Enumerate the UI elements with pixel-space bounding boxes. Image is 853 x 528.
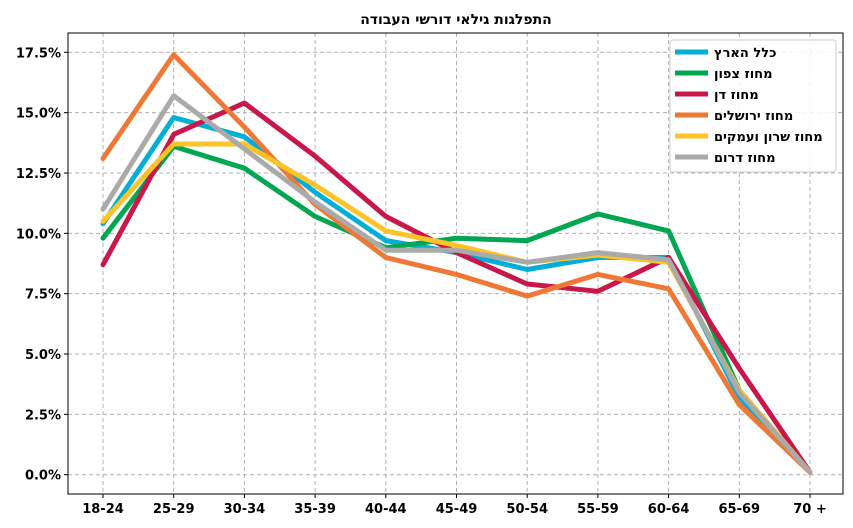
legend-label: מחוז צפון [714, 67, 773, 82]
x-tick-label: 45-49 [436, 502, 478, 517]
legend-label: כלל הארץ [714, 46, 776, 61]
legend-label: מחוז דן [714, 88, 759, 103]
x-tick-label: 70 + [793, 502, 827, 517]
plot-frame [67, 32, 844, 495]
legend-label: מחוז דרום [714, 151, 776, 166]
x-tick-label: 50-54 [506, 502, 548, 517]
x-axis-ticks: 18-24 25-29 30-34 35-39 40-44 45-49 50-54 55-59… [82, 494, 827, 517]
x-tick-label: 60-64 [648, 502, 690, 517]
y-tick-label: 0.0% [25, 469, 61, 484]
series-line [100, 93, 813, 475]
y-tick-label: 17.5% [16, 46, 61, 61]
y-tick-label: 7.5% [25, 288, 61, 303]
x-tick-label: 55-59 [577, 502, 619, 517]
y-tick-label: 12.5% [16, 167, 61, 182]
series-line [100, 52, 813, 475]
legend-label: מחוז ירושלים [714, 109, 793, 124]
y-tick-label: 10.0% [16, 227, 61, 242]
chart-title: התפלגות גילאי דורשי העבודה [360, 12, 552, 28]
x-tick-label: 30-34 [224, 502, 266, 517]
y-tick-label: 2.5% [25, 408, 61, 423]
x-tick-label: 65-69 [719, 502, 761, 517]
legend-label: מחוז שרון ועמקים [714, 130, 823, 145]
series-line [100, 143, 813, 475]
y-tick-label: 5.0% [25, 348, 61, 363]
y-axis-ticks: 0.0% 2.5% 5.0% 7.5% 10.0% 12.5% 15.0% 17.5% [16, 46, 68, 484]
y-tick-label: 15.0% [16, 107, 61, 122]
legend-box [669, 39, 837, 173]
series-lines [100, 52, 813, 475]
x-tick-label: 35-39 [294, 502, 336, 517]
x-tick-label: 18-24 [82, 502, 124, 517]
x-tick-label: 25-29 [153, 502, 195, 517]
x-tick-label: 40-44 [365, 502, 407, 517]
legend: כלל הארץ מחוז צפון מחוז דן מחוז ירושלים מחוז… [669, 39, 837, 173]
